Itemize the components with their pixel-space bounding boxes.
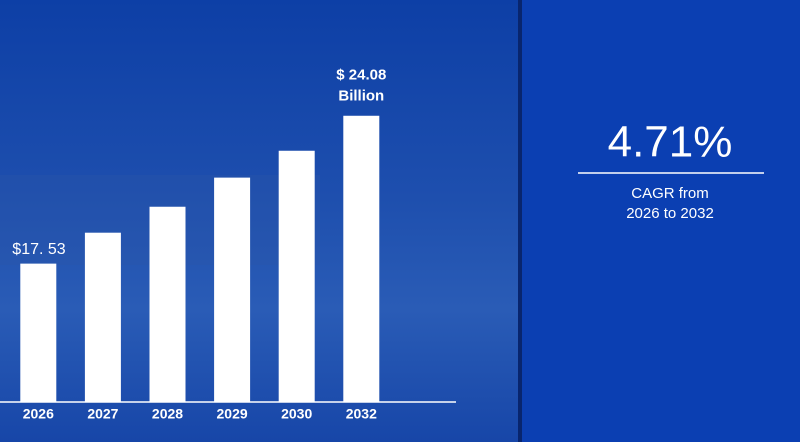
divider <box>518 0 522 442</box>
unit-label: Billion <box>338 88 384 105</box>
bar <box>278 150 315 402</box>
x-tick-label: 2026 <box>23 406 54 422</box>
bar <box>214 177 251 402</box>
cagr-value: 4.71% <box>608 118 733 167</box>
bar <box>20 263 57 402</box>
value-label: $ 24.08 <box>336 67 386 84</box>
cagr-caption: 2026 to 2032 <box>626 205 714 222</box>
bar <box>343 115 380 403</box>
x-tick-label: 2029 <box>217 406 248 422</box>
x-tick-label: 2028 <box>152 406 183 422</box>
side-panel <box>522 0 800 442</box>
x-tick-label: 2027 <box>87 406 118 422</box>
cagr-caption: CAGR from <box>631 185 709 202</box>
value-label: $17. 53 <box>12 241 65 258</box>
x-tick-label: 2032 <box>346 406 377 422</box>
bar <box>149 206 186 402</box>
bar <box>84 232 121 402</box>
x-tick-label: 2030 <box>281 406 312 422</box>
